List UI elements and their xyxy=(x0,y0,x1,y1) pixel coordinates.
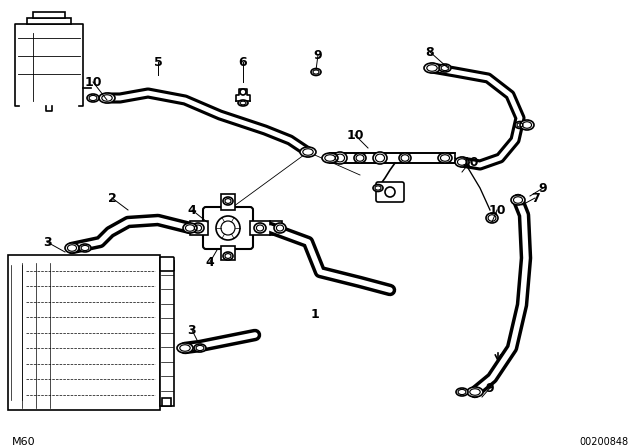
Ellipse shape xyxy=(511,195,525,205)
Ellipse shape xyxy=(223,252,233,260)
Ellipse shape xyxy=(87,94,99,102)
Text: 3: 3 xyxy=(43,236,51,249)
Text: 10: 10 xyxy=(461,155,479,168)
Ellipse shape xyxy=(192,223,204,233)
Ellipse shape xyxy=(467,387,483,397)
Ellipse shape xyxy=(65,243,79,253)
Text: 9: 9 xyxy=(314,48,323,61)
Text: 10: 10 xyxy=(84,76,102,89)
Ellipse shape xyxy=(399,153,411,163)
Ellipse shape xyxy=(300,147,316,157)
Bar xyxy=(270,221,282,235)
Text: 4: 4 xyxy=(188,203,196,216)
Ellipse shape xyxy=(274,223,286,233)
Ellipse shape xyxy=(311,69,321,76)
Text: 10: 10 xyxy=(488,203,506,216)
Text: 5: 5 xyxy=(154,56,163,69)
FancyBboxPatch shape xyxy=(203,207,253,249)
Text: 6: 6 xyxy=(239,56,247,69)
Ellipse shape xyxy=(373,152,387,164)
Ellipse shape xyxy=(373,185,383,191)
Ellipse shape xyxy=(183,223,197,233)
Text: 4: 4 xyxy=(205,255,214,268)
Ellipse shape xyxy=(520,120,534,130)
Bar xyxy=(221,194,235,210)
Ellipse shape xyxy=(455,157,469,167)
Bar xyxy=(160,261,174,406)
Text: 3: 3 xyxy=(188,323,196,336)
Bar xyxy=(33,12,65,18)
Bar xyxy=(8,255,160,410)
Text: 00200848: 00200848 xyxy=(579,437,628,447)
Text: 10: 10 xyxy=(346,129,364,142)
Ellipse shape xyxy=(486,213,498,223)
Ellipse shape xyxy=(99,93,115,103)
Ellipse shape xyxy=(333,152,347,164)
Ellipse shape xyxy=(439,64,451,72)
Ellipse shape xyxy=(194,344,206,352)
Ellipse shape xyxy=(238,100,248,106)
Ellipse shape xyxy=(438,153,452,163)
Bar xyxy=(221,246,235,260)
Ellipse shape xyxy=(254,223,266,233)
Ellipse shape xyxy=(424,63,440,73)
Ellipse shape xyxy=(515,121,525,129)
Ellipse shape xyxy=(79,244,91,252)
Text: 7: 7 xyxy=(531,191,540,204)
FancyBboxPatch shape xyxy=(376,182,404,202)
Bar xyxy=(330,153,455,163)
Bar xyxy=(27,18,71,24)
Text: 9: 9 xyxy=(539,181,547,194)
Ellipse shape xyxy=(456,388,468,396)
Ellipse shape xyxy=(322,153,338,163)
Ellipse shape xyxy=(223,197,233,205)
Text: 1: 1 xyxy=(310,309,319,322)
Text: 9: 9 xyxy=(486,382,494,395)
Bar xyxy=(250,221,270,235)
Circle shape xyxy=(240,89,246,95)
Text: 8: 8 xyxy=(426,46,435,59)
Ellipse shape xyxy=(177,343,193,353)
Bar xyxy=(190,221,208,235)
Ellipse shape xyxy=(354,153,366,163)
Text: M60: M60 xyxy=(12,437,36,447)
FancyBboxPatch shape xyxy=(160,257,174,271)
Bar xyxy=(162,398,171,406)
Text: 2: 2 xyxy=(108,191,116,204)
